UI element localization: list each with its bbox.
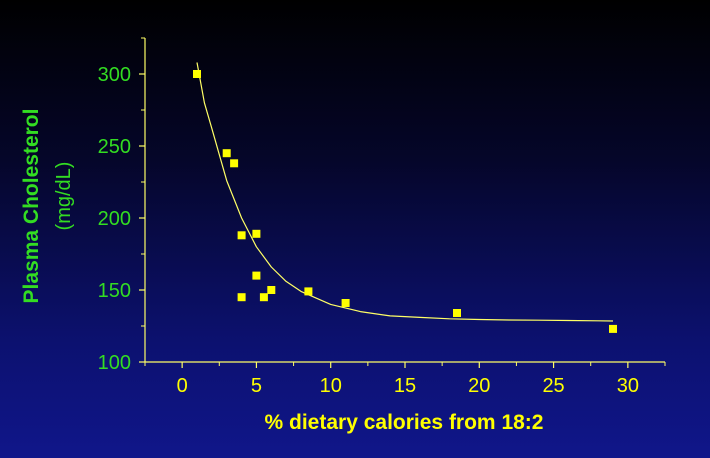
y-axis-ticks: 100 150 200 250 300: [98, 37, 145, 374]
data-point: [237, 231, 246, 240]
data-point: [341, 299, 350, 307]
data-point: [230, 159, 239, 168]
data-point: [304, 287, 313, 296]
data-point: [453, 309, 461, 317]
x-axis-title: % dietary calories from 18:2: [265, 411, 544, 434]
x-tick-label: 10: [320, 375, 342, 397]
x-tick-label: 30: [617, 375, 639, 397]
data-point: [259, 293, 268, 302]
x-axis-ticks: 0 5 10 15 20 25 30: [144, 362, 666, 397]
y-tick-label: 300: [98, 64, 131, 86]
fit-curve-layer: [196, 62, 614, 322]
data-point: [222, 149, 231, 158]
data-points-layer: [193, 70, 617, 333]
chart-axes: [144, 38, 665, 363]
y-axis-unit: (mg/dL): [53, 162, 75, 231]
data-point: [252, 229, 261, 238]
y-tick-label: 200: [98, 208, 131, 230]
y-tick-label: 250: [98, 136, 131, 158]
fit-curve-line: [196, 62, 614, 322]
y-axis-title: Plasma Cholesterol: [20, 109, 43, 304]
y-tick-label: 150: [98, 280, 131, 302]
x-tick-label: 15: [394, 375, 416, 397]
x-tick-label: 5: [251, 375, 262, 397]
data-point: [193, 70, 201, 78]
data-point: [609, 324, 617, 333]
x-tick-label: 25: [542, 375, 564, 397]
data-point: [237, 293, 246, 302]
data-point: [267, 286, 276, 294]
y-tick-label: 100: [98, 352, 131, 374]
data-point: [252, 271, 261, 280]
x-tick-label: 0: [177, 375, 188, 397]
x-tick-label: 20: [468, 375, 490, 397]
